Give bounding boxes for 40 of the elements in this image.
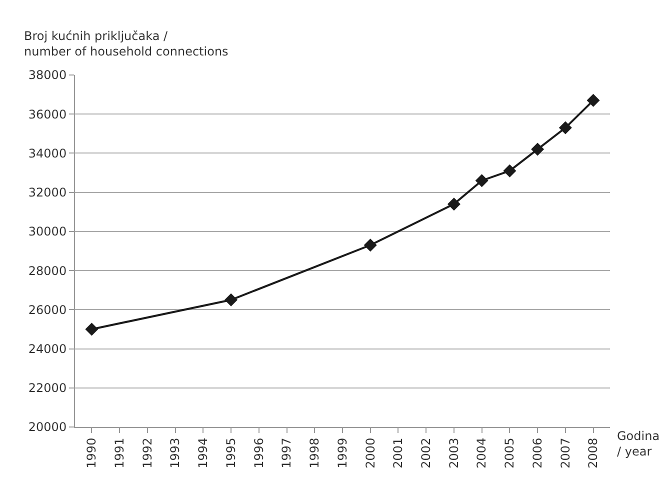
point bbox=[364, 238, 377, 252]
y-tick-label: 38000 bbox=[28, 68, 67, 82]
x-tick-label: 1991 bbox=[112, 438, 126, 468]
x-tick-label: 2003 bbox=[446, 438, 461, 468]
x-tick-label: 2004 bbox=[474, 438, 489, 468]
x-tick-label: 2000 bbox=[363, 438, 378, 468]
y-tick-label: 34000 bbox=[28, 146, 67, 160]
point bbox=[531, 142, 544, 156]
point bbox=[447, 198, 460, 211]
y-tick-label: 32000 bbox=[28, 186, 67, 200]
x-tick-label: 1998 bbox=[308, 438, 322, 468]
point bbox=[586, 94, 600, 107]
y-tick-label: 26000 bbox=[28, 302, 67, 317]
y-tick-label: 36000 bbox=[28, 107, 67, 122]
x-tick-label: 1995 bbox=[224, 438, 238, 468]
point bbox=[85, 322, 98, 336]
x-tick-label: 2008 bbox=[586, 438, 600, 468]
y-axis-title: Broj kućnih priključaka / number of household connections bbox=[24, 29, 228, 59]
x-tick-label: 1994 bbox=[196, 438, 210, 468]
x-tick-label: 2001 bbox=[391, 438, 406, 468]
point bbox=[558, 121, 572, 134]
x-tick-label: 1999 bbox=[335, 438, 350, 468]
x-tick-label: 1993 bbox=[168, 438, 182, 468]
y-tick-label: 22000 bbox=[28, 381, 67, 396]
x-tick-label: 1997 bbox=[280, 438, 294, 468]
x-tick-label: 1990 bbox=[84, 438, 99, 468]
x-tick-label: 2006 bbox=[530, 438, 544, 468]
y-tick-label: 20000 bbox=[28, 420, 67, 434]
point bbox=[224, 293, 238, 306]
x-tick-label: 1992 bbox=[140, 438, 154, 468]
y-tick-label: 30000 bbox=[28, 224, 67, 239]
point bbox=[503, 164, 516, 178]
x-tick-label: 2007 bbox=[558, 438, 572, 468]
x-tick-label: 2002 bbox=[418, 438, 433, 468]
x-axis-title: Godina / year bbox=[617, 429, 660, 459]
point bbox=[475, 174, 488, 188]
x-tick-label: 2005 bbox=[502, 438, 517, 468]
y-tick-label: 24000 bbox=[28, 342, 67, 356]
x-tick-label: 1996 bbox=[252, 438, 266, 468]
y-tick-label: 28000 bbox=[28, 264, 67, 278]
